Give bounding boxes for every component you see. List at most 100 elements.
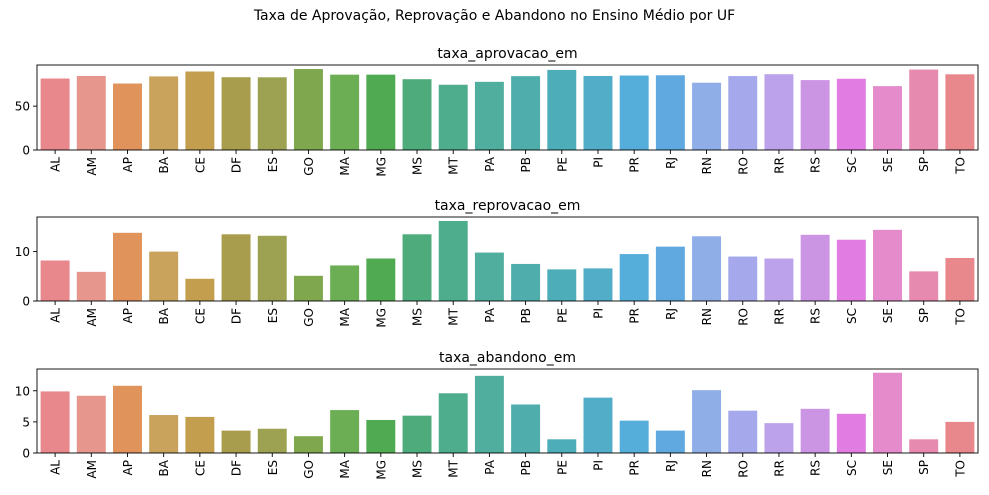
bar-RO [728,256,758,301]
x-tick-label: MA [338,459,352,478]
x-tick-label: ES [266,157,280,172]
bar-RR [764,258,794,301]
bar-AM [76,271,106,301]
y-tick-label: 50 [15,100,30,114]
x-tick-label: PB [519,308,533,323]
bar-PA [474,252,504,301]
x-tick-label: PB [519,157,533,172]
bar-SC [836,413,866,453]
x-tick-label: SE [881,308,895,323]
y-tick-label: 0 [22,447,30,461]
x-tick-label: DF [230,308,244,324]
bar-SE [873,86,902,150]
axes-frame [36,216,979,302]
bar-BA [149,251,179,301]
x-tick-label: AL [49,157,63,172]
bar-PR [619,254,649,301]
bar-BA [149,76,179,150]
x-tick-label: RN [700,308,714,325]
x-tick-label: MS [411,157,425,175]
x-tick-label: AM [85,308,99,327]
bar-AL [40,260,70,301]
chart-panel-2: taxa_reprovacao_em 0 10 AL AM AP BA CE DF ES GO MA M… [15,198,979,328]
bar-CE [185,416,215,453]
x-tick-label: BA [157,156,171,173]
y-tick-label: 10 [15,384,30,398]
x-tick-label: PE [555,460,569,475]
x-tick-label: BA [157,307,171,324]
bar-AP [113,83,142,150]
x-tick-label: PA [483,459,497,474]
x-tick-label: GO [302,460,316,479]
x-tick-label: AL [49,308,63,323]
bar-GO [293,69,323,150]
bar-MT [438,84,468,150]
x-tick-label: MS [411,308,425,326]
y-tick-label: 5 [22,415,30,429]
x-tick-label: CE [193,460,207,476]
bar-SC [836,78,866,150]
bar-PB [511,263,541,301]
x-tick-label: RS [809,157,823,173]
bar-ES [257,77,287,150]
bar-MA [330,410,360,453]
x-tick-label: SE [881,460,895,475]
bar-MG [366,420,396,453]
bar-MA [330,74,360,150]
bar-BA [149,415,179,453]
bar-RJ [655,430,685,453]
x-tick-label: SP [917,460,931,475]
x-tick-label: MG [374,157,388,177]
axes-frame [36,368,979,454]
x-tick-label: PB [519,460,533,475]
x-tick-label: CE [193,157,207,173]
y-tick-label: 10 [15,245,30,259]
bar-CE [185,278,215,301]
bar-SE [873,372,902,453]
x-tick-label: DF [230,460,244,476]
x-tick-label: GO [302,157,316,176]
bar-AM [76,395,106,453]
x-tick-label: SP [917,308,931,323]
x-tick-label: RJ [664,460,678,472]
bar-DF [221,234,251,301]
x-tick-label: MS [411,460,425,478]
x-tick-label: SE [881,157,895,172]
chart-title: taxa_aprovacao_em [437,46,577,62]
bar-TO [945,74,975,150]
x-tick-label: SP [917,157,931,172]
bar-PE [547,439,577,453]
x-tick-label: TO [953,308,967,326]
bar-MS [402,415,432,453]
bar-GO [293,436,323,453]
bar-AL [40,78,70,150]
bar-CE [185,71,215,150]
x-tick-label: ES [266,308,280,323]
bar-RS [800,408,830,453]
y-tick-label: 0 [22,144,30,158]
bar-GO [293,275,323,301]
bar-PE [547,69,577,150]
bar-RJ [655,75,685,150]
bar-PA [474,375,504,453]
bar-RS [800,80,830,150]
x-tick-label: PI [591,308,605,319]
bar-PR [619,420,649,453]
bar-ES [257,428,287,453]
figure-suptitle: Taxa de Aprovação, Reprovação e Abandono… [253,8,736,24]
bar-SP [909,439,939,453]
x-tick-label: SC [845,308,859,324]
bar-RR [764,74,794,150]
bar-PI [583,397,613,453]
bar-PI [583,268,613,301]
x-tick-label: RJ [664,157,678,169]
x-tick-label: TO [953,157,967,175]
x-tick-label: TO [953,460,967,478]
bar-RJ [655,246,685,301]
chart-title: taxa_reprovacao_em [435,198,581,214]
bar-RS [800,234,830,301]
x-tick-label: MA [338,156,352,175]
bar-AL [40,391,70,453]
x-tick-label: ES [266,460,280,475]
bar-RN [692,236,722,301]
